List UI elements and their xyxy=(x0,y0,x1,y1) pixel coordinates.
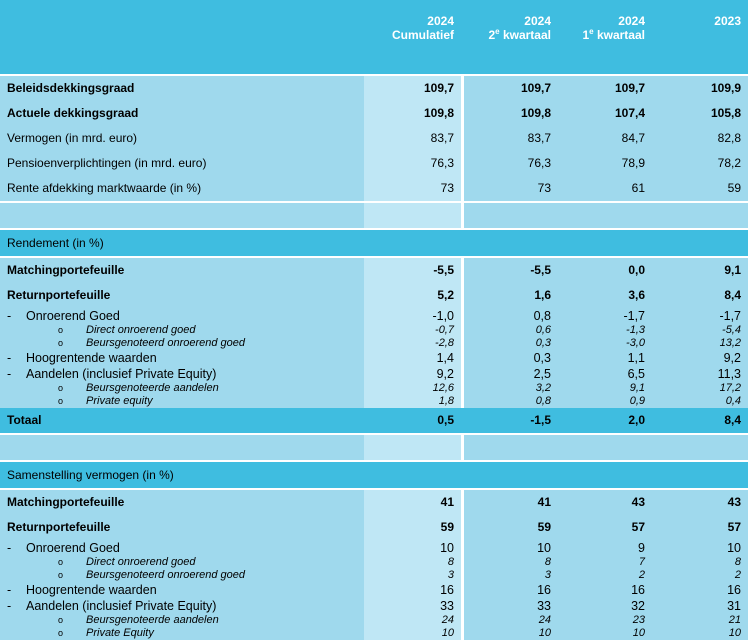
row-pensioenverplichtingen: Pensioenverplichtingen (in mrd. euro) 76… xyxy=(0,151,748,176)
section-rendement: Rendement (in %) xyxy=(0,230,748,256)
rendement-return: Returnportefeuille 5,2 1,6 3,6 8,4 xyxy=(0,283,748,308)
header-2023: 2023 xyxy=(652,0,748,74)
samenstelling-return: Returnportefeuille 59 59 57 57 xyxy=(0,515,748,540)
rendement-beurs-aandelen: o Beursgenoteerde aandelen 12,6 3,2 9,1 1… xyxy=(0,382,748,395)
row-beleidsdekkingsgraad: Beleidsdekkingsgraad 109,7 109,7 109,7 1… xyxy=(0,76,748,101)
samenstelling-og-beurs: o Beursgenoteerd onroerend goed 3 3 2 2 xyxy=(0,569,748,582)
rendement-og: - Onroerend Goed -1,0 0,8 -1,7 -1,7 xyxy=(0,308,748,324)
row-rente-afdekking: Rente afdekking marktwaarde (in %) 73 73… xyxy=(0,176,748,201)
header-q2: 2024 2e kwartaal xyxy=(464,0,558,74)
samenstelling-hoogrentende: - Hoogrentende waarden 16 16 16 16 xyxy=(0,582,748,598)
rendement-totaal: Totaal 0,5 -1,5 2,0 8,4 xyxy=(0,408,748,433)
rendement-og-beurs: o Beursgenoteerd onroerend goed -2,8 0,3 … xyxy=(0,337,748,350)
header-cumulatief: 2024 Cumulatief xyxy=(364,0,461,74)
samenstelling-og-direct: o Direct onroerend goed 8 8 7 8 xyxy=(0,556,748,569)
samenstelling-aandelen: - Aandelen (inclusief Private Equity) 33 … xyxy=(0,598,748,614)
rendement-private-equity: o Private equity 1,8 0,8 0,9 0,4 xyxy=(0,395,748,408)
rendement-aandelen: - Aandelen (inclusief Private Equity) 9,2… xyxy=(0,366,748,382)
samenstelling-matching: Matchingportefeuille 41 41 43 43 xyxy=(0,490,748,515)
samenstelling-beurs-aandelen: o Beursgenoteerde aandelen 24 24 23 21 xyxy=(0,614,748,627)
header-q1: 2024 1e kwartaal xyxy=(558,0,652,74)
rendement-matching: Matchingportefeuille -5,5 -5,5 0,0 9,1 xyxy=(0,258,748,283)
row-vermogen: Vermogen (in mrd. euro) 83,7 83,7 84,7 8… xyxy=(0,126,748,151)
rendement-hoogrentende: - Hoogrentende waarden 1,4 0,3 1,1 9,2 xyxy=(0,350,748,366)
samenstelling-private-equity: o Private Equity 10 10 10 10 xyxy=(0,627,748,640)
header-row: 2024 Cumulatief 2024 2e kwartaal 2024 1e kw… xyxy=(0,0,748,74)
rendement-og-direct: o Direct onroerend goed -0,7 0,6 -1,3 -5,… xyxy=(0,324,748,337)
samenstelling-og: - Onroerend Goed 10 10 9 10 xyxy=(0,540,748,556)
spacer-row xyxy=(0,435,748,460)
section-samenstelling: Samenstelling vermogen (in %) xyxy=(0,462,748,488)
row-actuele-dekkingsgraad: Actuele dekkingsgraad 109,8 109,8 107,4 … xyxy=(0,101,748,126)
spacer-row xyxy=(0,203,748,228)
